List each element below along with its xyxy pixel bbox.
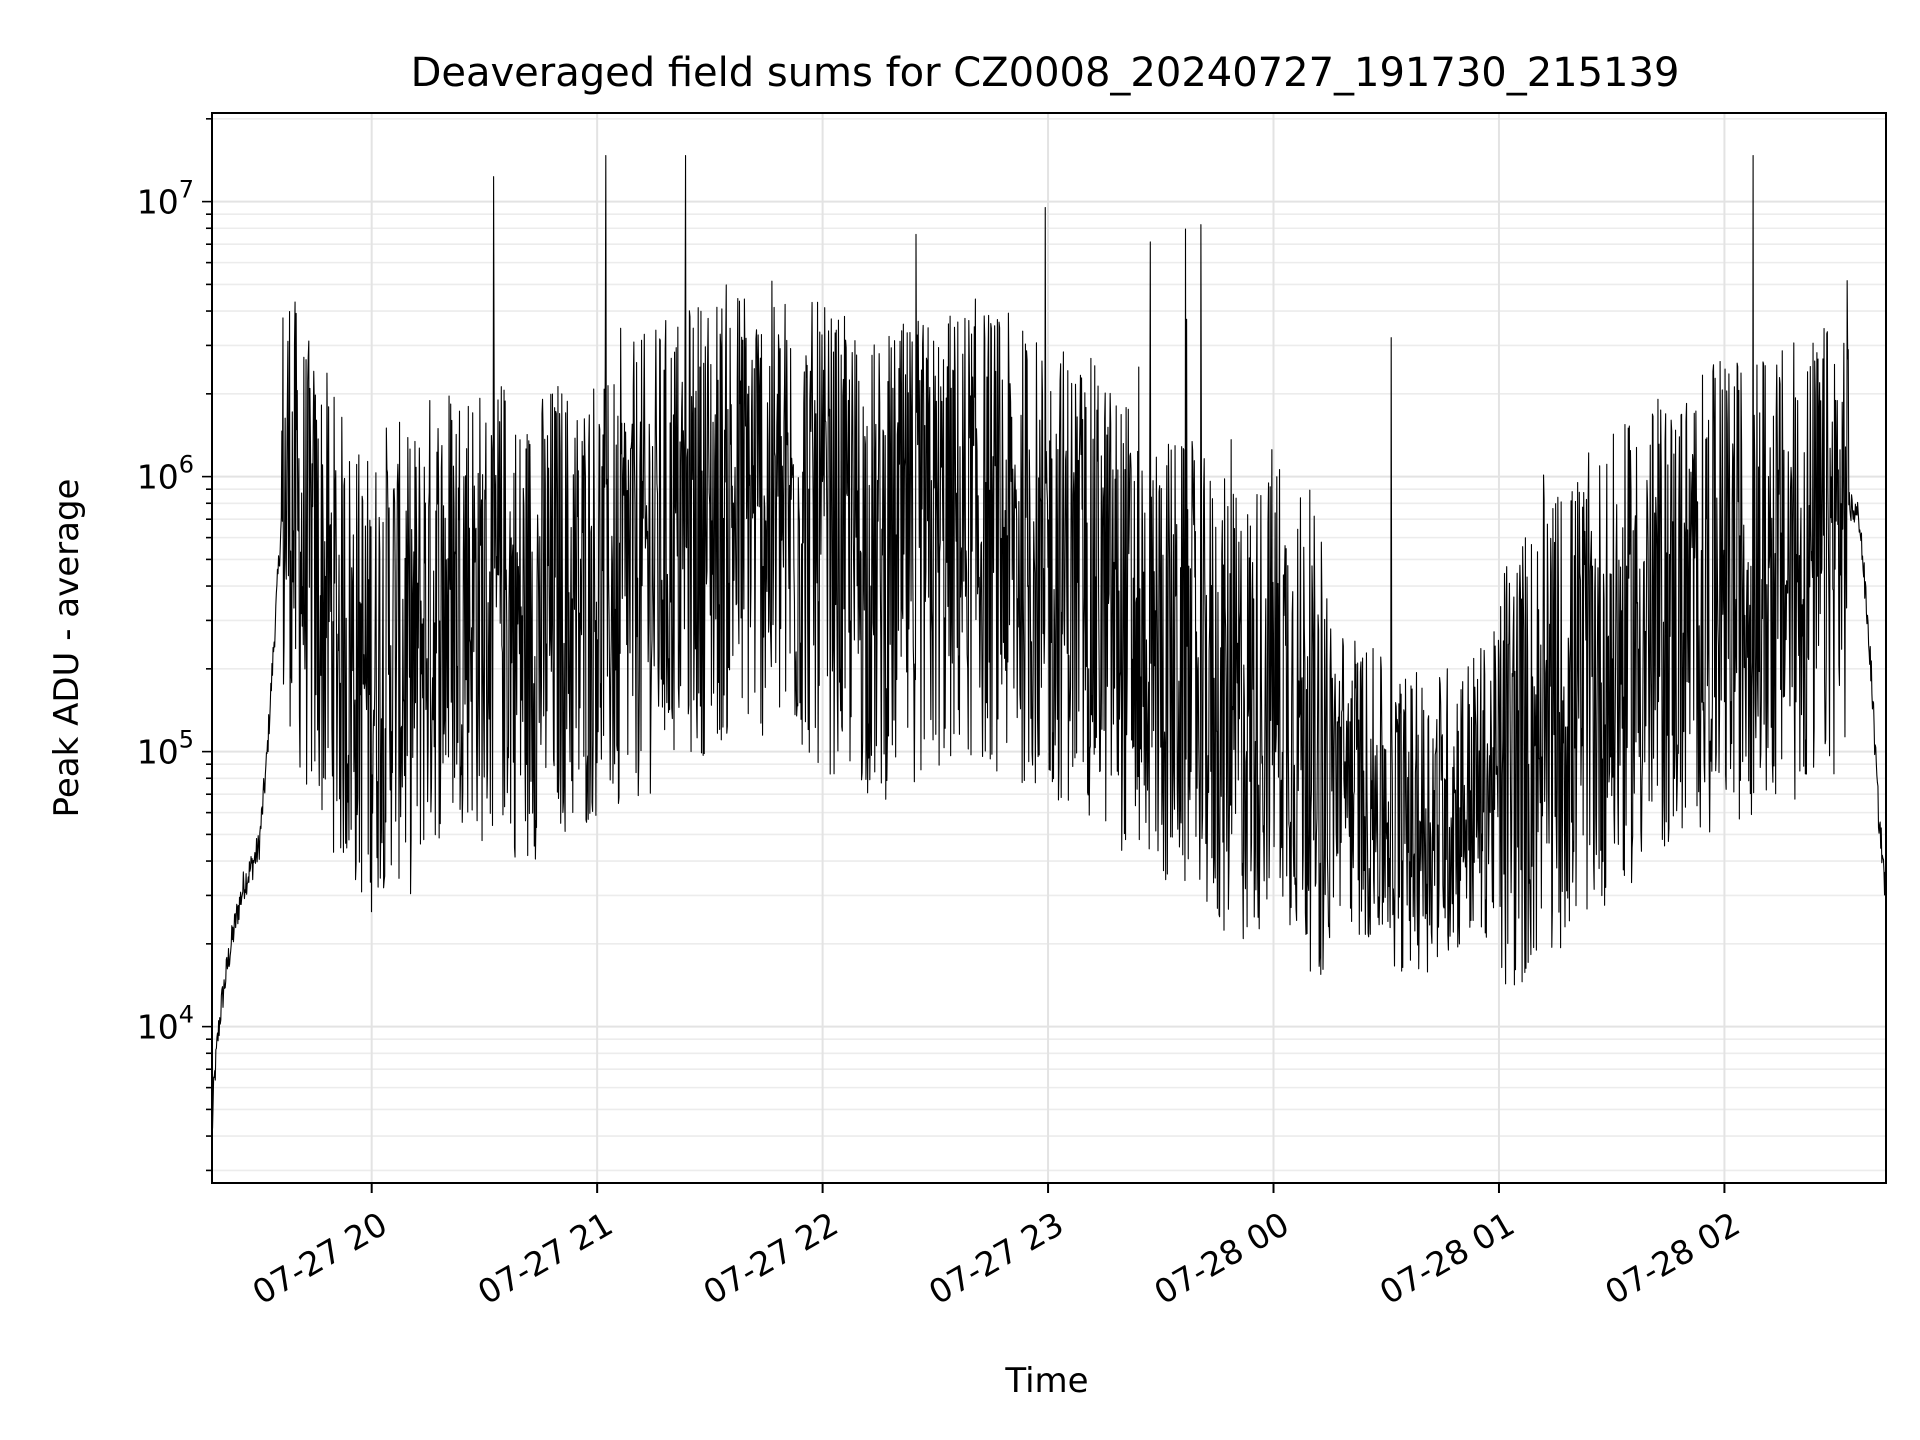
x-axis-label: Time bbox=[1004, 1361, 1088, 1401]
y-tick-label: 105 bbox=[137, 726, 194, 772]
y-tick-label: 107 bbox=[137, 176, 194, 222]
data-series-line bbox=[211, 155, 1887, 1132]
y-tick-label: 106 bbox=[137, 451, 194, 497]
y-axis-label: Peak ADU - average bbox=[47, 479, 87, 818]
y-tick-label: 104 bbox=[137, 1001, 194, 1047]
chart-title: Deaveraged field sums for CZ0008_2024072… bbox=[411, 50, 1680, 96]
plot-area bbox=[211, 155, 1887, 1132]
